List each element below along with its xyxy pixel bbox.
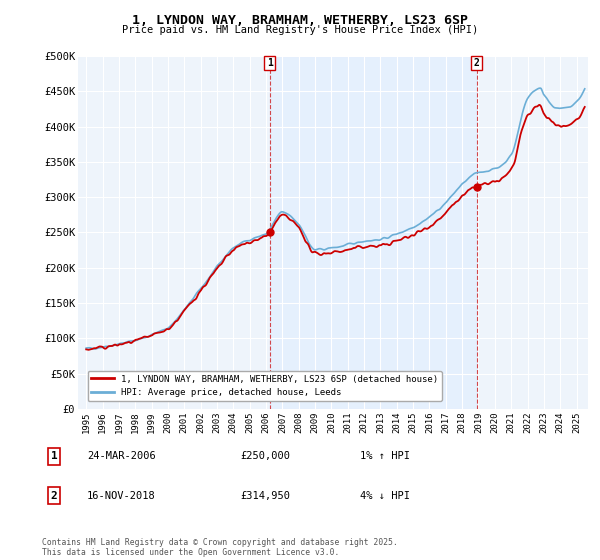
Legend: 1, LYNDON WAY, BRAMHAM, WETHERBY, LS23 6SP (detached house), HPI: Average price,: 1, LYNDON WAY, BRAMHAM, WETHERBY, LS23 6… [88,371,442,401]
Bar [270,56,476,409]
Text: Contains HM Land Registry data © Crown copyright and database right 2025.
This d: Contains HM Land Registry data © Crown c… [42,538,398,557]
Text: 1: 1 [50,451,58,461]
Text: 1% ↑ HPI: 1% ↑ HPI [360,451,410,461]
Text: 16-NOV-2018: 16-NOV-2018 [87,491,156,501]
Text: 24-MAR-2006: 24-MAR-2006 [87,451,156,461]
Text: £250,000: £250,000 [240,451,290,461]
Text: 2: 2 [50,491,58,501]
Text: 1: 1 [267,58,272,68]
Text: 4% ↓ HPI: 4% ↓ HPI [360,491,410,501]
Text: £314,950: £314,950 [240,491,290,501]
Text: Price paid vs. HM Land Registry's House Price Index (HPI): Price paid vs. HM Land Registry's House … [122,25,478,35]
Text: 1, LYNDON WAY, BRAMHAM, WETHERBY, LS23 6SP: 1, LYNDON WAY, BRAMHAM, WETHERBY, LS23 6… [132,14,468,27]
Text: 2: 2 [473,58,479,68]
